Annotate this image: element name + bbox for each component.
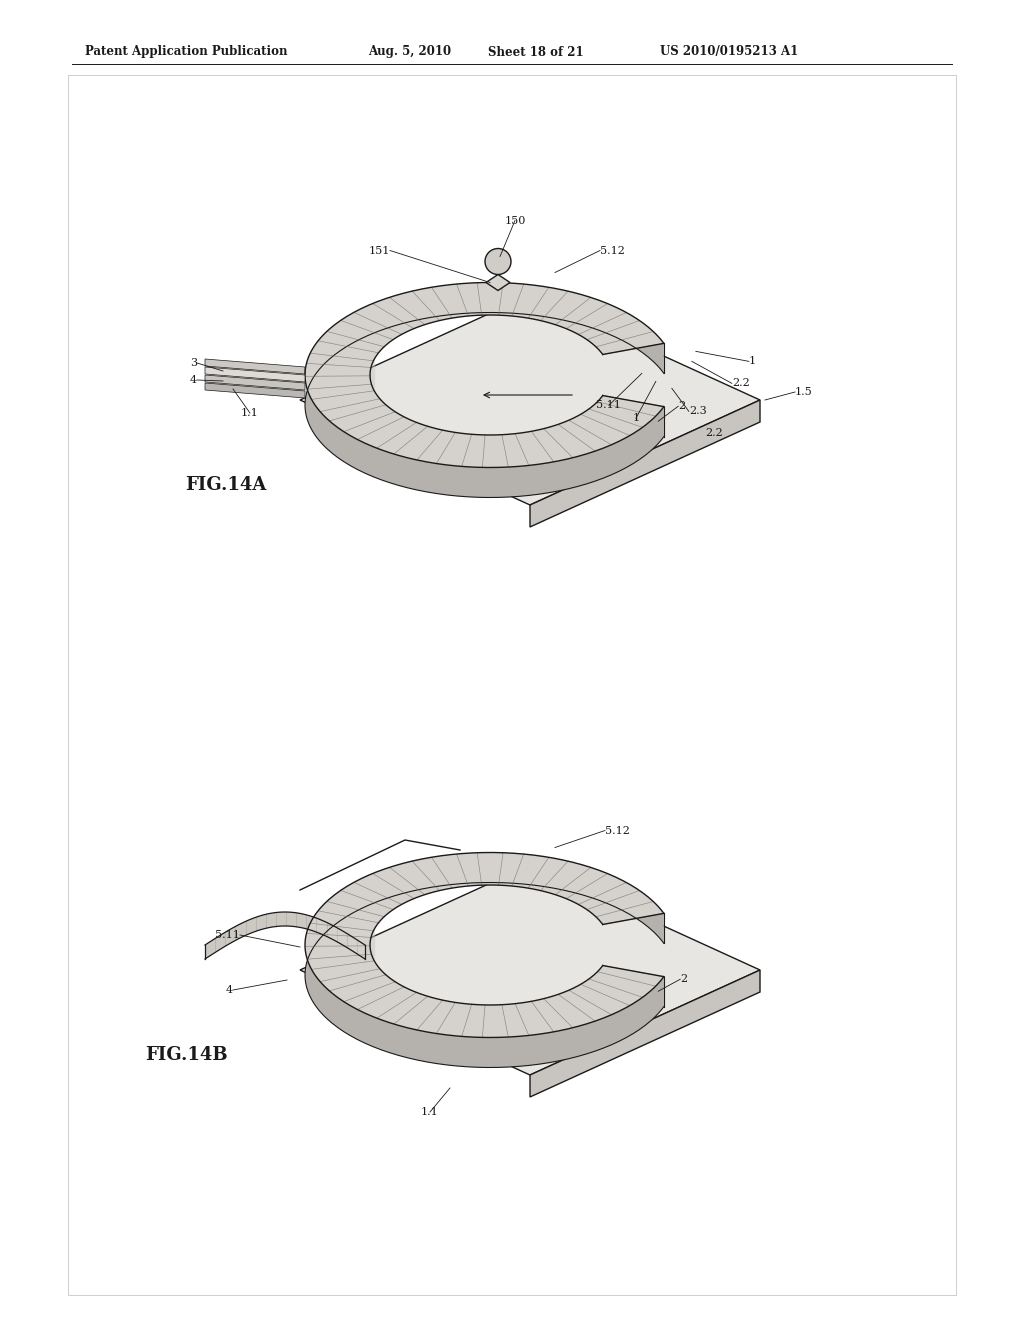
Text: 2: 2 [678,401,685,412]
Polygon shape [205,912,365,960]
Text: 151: 151 [369,246,390,256]
Text: FIG.14A: FIG.14A [185,477,266,494]
Text: 1.1: 1.1 [421,1107,439,1117]
Text: 1: 1 [632,413,639,424]
Polygon shape [205,359,305,374]
Polygon shape [370,928,603,1035]
Text: 4: 4 [226,985,233,995]
Polygon shape [300,865,760,1074]
Text: 5.11: 5.11 [215,931,240,940]
Text: US 2010/0195213 A1: US 2010/0195213 A1 [660,45,799,58]
Text: FIG.14B: FIG.14B [145,1045,227,1064]
Text: 1: 1 [749,356,756,367]
Text: 5.12: 5.12 [600,246,625,256]
Text: Aug. 5, 2010: Aug. 5, 2010 [368,45,452,58]
Text: 1.1: 1.1 [241,408,259,418]
Polygon shape [305,853,664,1068]
Polygon shape [305,282,664,498]
Text: 5.12: 5.12 [605,825,630,836]
Text: 5.11: 5.11 [596,400,622,411]
Polygon shape [305,282,664,467]
Circle shape [485,248,511,275]
Text: 2.3: 2.3 [689,407,707,416]
Text: 2.2: 2.2 [706,428,723,438]
Text: 2.2: 2.2 [732,379,750,388]
Polygon shape [530,400,760,527]
Text: 2: 2 [680,974,687,985]
Bar [68,75,956,1295]
Polygon shape [486,275,510,290]
Polygon shape [205,367,305,381]
Polygon shape [370,358,603,465]
Text: 150: 150 [504,215,525,226]
Polygon shape [205,383,305,399]
Text: Sheet 18 of 21: Sheet 18 of 21 [488,45,584,58]
Polygon shape [300,294,760,506]
Polygon shape [205,375,305,389]
Polygon shape [305,853,664,1038]
Text: Patent Application Publication: Patent Application Publication [85,45,288,58]
Text: 1.5: 1.5 [795,387,813,397]
Polygon shape [530,970,760,1097]
Text: 3: 3 [189,358,197,368]
Text: 4: 4 [189,375,197,385]
